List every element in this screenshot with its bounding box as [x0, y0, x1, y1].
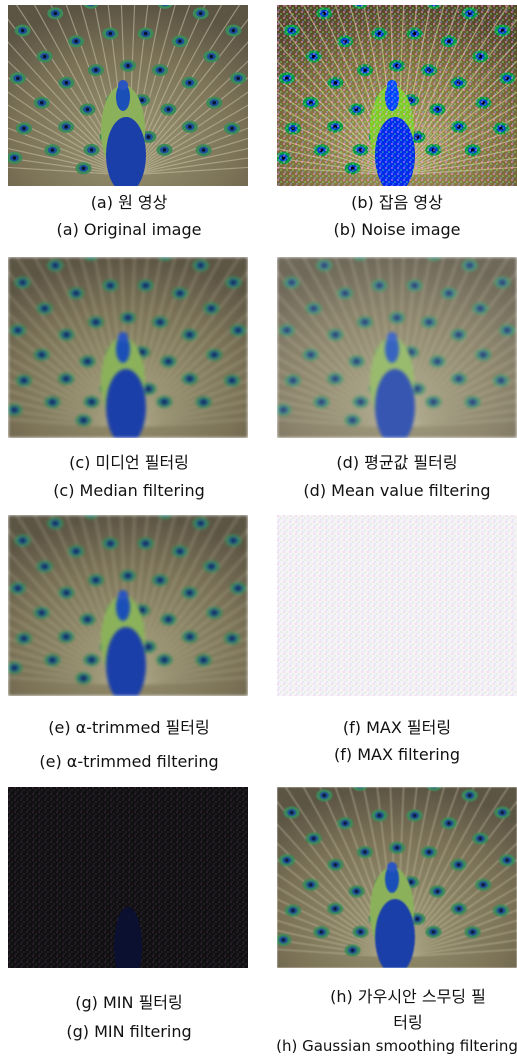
- image-part: [8, 5, 248, 186]
- image-part: [277, 787, 517, 968]
- image-part: [277, 257, 517, 438]
- image-part: [277, 5, 517, 186]
- image-part: [8, 515, 248, 696]
- median-image: [8, 257, 248, 438]
- caption-en: (c) Median filtering: [0, 480, 258, 502]
- caption-en: (e) α-trimmed filtering: [0, 751, 258, 773]
- trimmed-image: [8, 515, 248, 696]
- mean-image: [277, 257, 517, 438]
- original-image: [8, 5, 248, 186]
- caption-en: (f) MAX filtering: [268, 744, 517, 766]
- caption-ko: (e) α-trimmed 필터링: [0, 717, 258, 739]
- caption-en: (h) Gaussian smoothing filtering: [268, 1035, 517, 1057]
- image-part: [8, 257, 248, 438]
- image-part: [277, 787, 517, 968]
- image-part: [8, 5, 248, 186]
- image-part: [8, 515, 248, 696]
- caption-ko: (h) 가우시안 스무딩 필터링: [328, 984, 488, 1036]
- image-part: [8, 787, 248, 968]
- caption-ko: (c) 미디언 필터링: [0, 452, 258, 474]
- page: html, body { margin: 0; padding: 0; back…: [0, 0, 517, 1056]
- image-part: [277, 515, 517, 696]
- image-part: [8, 257, 248, 438]
- caption-ko: (b) 잡음 영상: [268, 192, 517, 214]
- caption-ko: (a) 원 영상: [0, 192, 258, 214]
- image-part: [277, 257, 517, 438]
- max-image: [277, 515, 517, 696]
- noise-image: [277, 5, 517, 186]
- caption-en: (g) MIN filtering: [0, 1021, 258, 1043]
- caption-ko: (g) MIN 필터링: [0, 992, 258, 1014]
- caption-en: (a) Original image: [0, 219, 258, 241]
- caption-en: (b) Noise image: [268, 219, 517, 241]
- image-part: [277, 5, 517, 186]
- caption-ko: (d) 평균값 필터링: [268, 452, 517, 474]
- figure: {"panels": [ {"caption_ko": "(a) 원 영상", …: [0, 0, 517, 1056]
- image-part: [277, 515, 517, 696]
- gaussian-image: [277, 787, 517, 968]
- caption-en: (d) Mean value filtering: [268, 480, 517, 502]
- caption-ko: (f) MAX 필터링: [268, 717, 517, 739]
- min-image: [8, 787, 248, 968]
